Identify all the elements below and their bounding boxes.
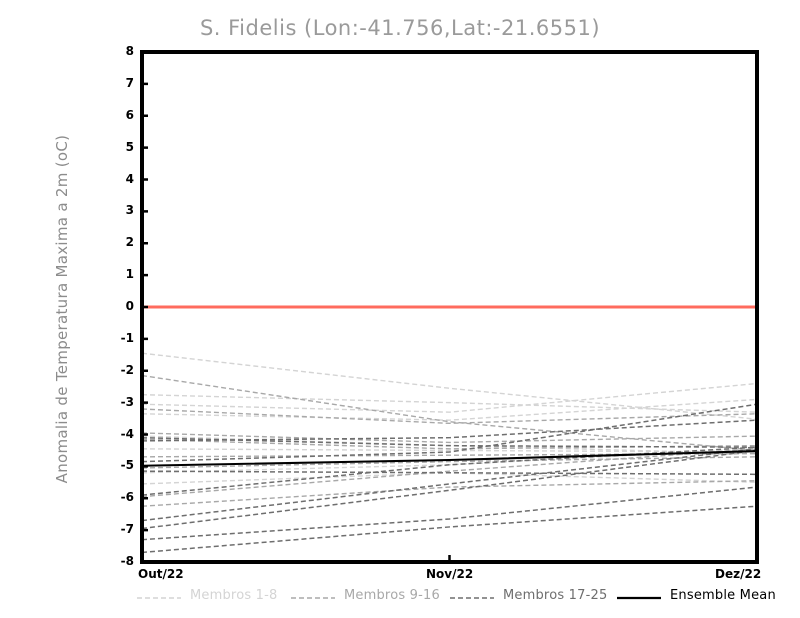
member-line xyxy=(141,486,758,541)
y-tick-label: 0 xyxy=(125,299,134,313)
y-tick-label: -3 xyxy=(120,394,134,409)
legend-label: Membros 17-25 xyxy=(503,587,608,603)
member-line xyxy=(141,408,758,425)
y-tick-label: -1 xyxy=(120,330,134,345)
x-tick-label: Out/22 xyxy=(138,567,184,581)
chart-legend: Membros 1-8 Membros 9-16 Membros 17-25 Ense… xyxy=(0,584,800,608)
member-line xyxy=(141,480,758,507)
y-tick-label: 5 xyxy=(125,139,134,154)
legend-label: Membros 9-16 xyxy=(344,587,440,603)
y-tick-label: -2 xyxy=(120,362,134,377)
member-line xyxy=(141,449,758,530)
member-line xyxy=(141,448,758,498)
member-line xyxy=(141,393,758,413)
member-line xyxy=(141,448,758,453)
member-line xyxy=(141,398,758,421)
y-tick-label: 1 xyxy=(125,267,134,282)
legend-line-swatch xyxy=(450,589,494,601)
legend-line-swatch xyxy=(291,589,335,601)
y-tick-label: -8 xyxy=(120,554,134,568)
legend-item: Ensemble Mean xyxy=(617,584,776,606)
legend-label: Ensemble Mean xyxy=(670,587,776,603)
y-tick-label: -4 xyxy=(120,426,134,441)
y-tick-label: -5 xyxy=(120,458,134,473)
y-tick-label: 7 xyxy=(125,75,134,90)
member-line xyxy=(141,448,758,522)
x-tick-label: Dez/22 xyxy=(715,567,762,581)
member-line xyxy=(141,470,758,476)
member-line xyxy=(141,382,758,413)
legend-label: Membros 1-8 xyxy=(190,587,278,603)
member-line xyxy=(141,505,758,554)
y-tick-label: 3 xyxy=(125,203,134,218)
y-tick-label: 8 xyxy=(125,44,134,58)
legend-item: Membros 1-8 xyxy=(137,584,277,606)
x-tick-label: Nov/22 xyxy=(426,567,474,581)
y-tick-label: 4 xyxy=(125,171,134,186)
member-line xyxy=(141,432,758,444)
legend-line-swatch xyxy=(137,589,181,601)
y-tick-label: -6 xyxy=(120,490,134,505)
y-tick-label: -7 xyxy=(120,522,134,537)
member-line xyxy=(141,419,758,442)
legend-line-swatch xyxy=(617,589,661,601)
member-line xyxy=(141,403,758,463)
y-tick-label: 2 xyxy=(125,235,134,250)
member-line xyxy=(141,374,758,452)
legend-item: Membros 17-25 xyxy=(450,584,607,606)
y-tick-label: 6 xyxy=(125,107,134,122)
member-line xyxy=(141,436,758,448)
member-line xyxy=(141,456,758,469)
ensemble-mean-line xyxy=(141,450,758,467)
legend-item: Membros 9-16 xyxy=(291,584,440,606)
page-title: S. Fidelis (Lon:-41.756,Lat:-21.6551) xyxy=(199,16,601,40)
